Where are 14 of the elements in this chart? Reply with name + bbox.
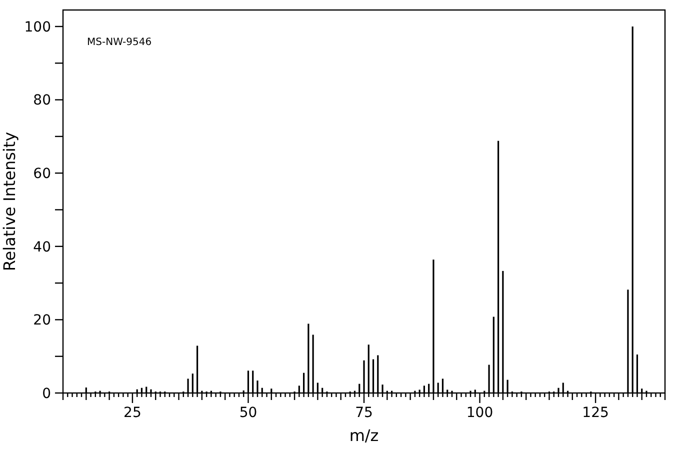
y-tick-label: 20: [33, 312, 51, 329]
x-tick-label: 125: [582, 405, 609, 421]
y-tick-label: 80: [33, 92, 51, 109]
x-tick-label: 25: [124, 405, 142, 421]
y-tick-label: 60: [33, 166, 51, 182]
x-axis-title: m/z: [349, 426, 379, 445]
annotation: MS-NW-9546: [87, 37, 152, 48]
y-axis-title: Relative Intensity: [0, 132, 19, 272]
x-tick-label: 75: [355, 405, 373, 421]
y-tick-label: 0: [42, 386, 51, 402]
y-tick-label: 40: [33, 239, 51, 256]
x-tick-label: 50: [239, 405, 258, 421]
y-tick-label: 100: [24, 19, 51, 36]
x-tick-label: 100: [466, 405, 494, 421]
